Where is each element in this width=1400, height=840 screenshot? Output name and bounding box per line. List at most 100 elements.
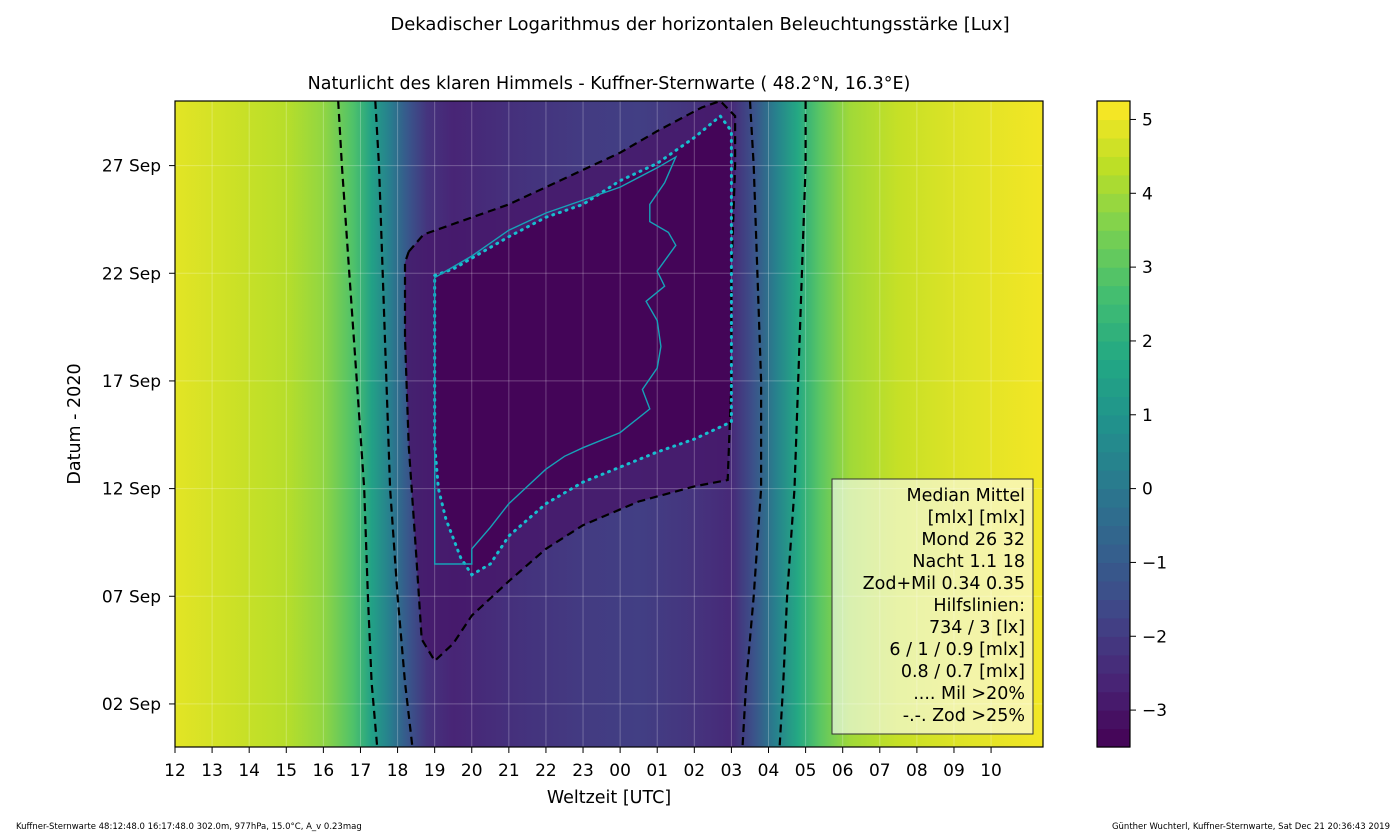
- legend-line: Mond 26 32: [921, 530, 1025, 550]
- legend-line: .... Mil >20%: [913, 684, 1025, 704]
- colorbar-band: [1097, 433, 1130, 453]
- x-tick-label: 13: [201, 761, 223, 781]
- colorbar-tick-label: 1: [1142, 406, 1153, 426]
- x-tick-label: 22: [535, 761, 557, 781]
- contour-line: [741, 101, 763, 747]
- colorbar-band: [1097, 230, 1130, 250]
- contour-line: [337, 101, 379, 747]
- colorbar-band: [1097, 322, 1130, 342]
- x-tick-label: 21: [498, 761, 520, 781]
- colorbar-band: [1097, 636, 1130, 656]
- y-tick-label: 22 Sep: [102, 264, 161, 284]
- colorbar-band: [1097, 470, 1130, 490]
- darkest-region: [434, 116, 732, 575]
- figure-suptitle: Dekadischer Logarithmus der horizontalen…: [390, 14, 1010, 35]
- x-tick-label: 06: [832, 761, 854, 781]
- y-tick-label: 17 Sep: [102, 372, 161, 392]
- y-tick-label: 07 Sep: [102, 587, 161, 607]
- colorbar-tick-label: −2: [1142, 627, 1167, 647]
- x-tick-label: 16: [313, 761, 335, 781]
- x-tick-label: 18: [387, 761, 409, 781]
- footer-author-info: Günther Wuchterl, Kuffner-Sternwarte, Sa…: [1111, 822, 1390, 832]
- colorbar-band: [1097, 174, 1130, 194]
- colorbar-band: [1097, 359, 1130, 379]
- colorbar-band: [1097, 137, 1130, 157]
- contour-line: [433, 113, 733, 577]
- colorbar-band: [1097, 451, 1130, 471]
- legend-line: Hilfslinien:: [933, 596, 1025, 616]
- legend-line: -.-. Zod >25%: [903, 706, 1025, 726]
- colorbar-band: [1097, 507, 1130, 527]
- colorbar-band: [1097, 340, 1130, 360]
- colorbar-band: [1097, 654, 1130, 674]
- colorbar-tick-label: 0: [1142, 480, 1153, 500]
- x-tick-label: 08: [906, 761, 928, 781]
- y-axis-label: Datum - 2020: [65, 363, 85, 484]
- x-tick-label: 05: [795, 761, 817, 781]
- colorbar-band: [1097, 193, 1130, 213]
- colorbar-tick-label: 5: [1142, 110, 1153, 130]
- y-axis: 02 Sep 07 Sep 12 Sep 17 Sep 22 Sep 27 Sep: [102, 157, 175, 715]
- x-tick-label: 09: [943, 761, 965, 781]
- colorbar-band: [1097, 599, 1130, 619]
- contour-line: [403, 101, 737, 663]
- x-tick-label: 15: [275, 761, 297, 781]
- colorbar-band: [1097, 211, 1130, 231]
- colorbar-band: [1097, 488, 1130, 508]
- colorbar-band: [1097, 691, 1130, 711]
- colorbar-frame: [1096, 100, 1131, 748]
- colorbar-tick-label: 4: [1142, 184, 1153, 204]
- legend-line: 0.8 / 0.7 [mlx]: [901, 662, 1025, 682]
- colorbar-band: [1097, 543, 1130, 564]
- colorbar-band: [1097, 673, 1130, 693]
- contour-line: [778, 101, 807, 747]
- x-tick-label: 02: [683, 761, 705, 781]
- colorbar-band: [1097, 396, 1130, 416]
- x-tick-label: 07: [869, 761, 891, 781]
- colorbar-band: [1097, 248, 1130, 268]
- y-tick-label: 27 Sep: [102, 157, 161, 177]
- x-tick-label: 10: [980, 761, 1002, 781]
- x-tick-label: 23: [572, 761, 594, 781]
- x-tick-label: 03: [721, 761, 743, 781]
- colorbar-band: [1097, 304, 1130, 324]
- colorbar-band: [1097, 617, 1130, 637]
- legend-line: Zod+Mil 0.34 0.35: [863, 574, 1025, 594]
- contour-lines: [337, 101, 807, 747]
- x-axis: 12 13 14 15 16 17 18 19 20 21 22 23 00 01 02 03 04 05 06 07…: [164, 747, 1002, 781]
- plot-title: Naturlicht des klaren Himmels - Kuffner-…: [308, 74, 911, 94]
- colorbar: 5 4 3 2 1 0 −1 −2 −3: [1096, 100, 1167, 748]
- x-tick-label: 20: [461, 761, 483, 781]
- x-tick-label: 17: [350, 761, 372, 781]
- colorbar-band: [1097, 119, 1130, 139]
- x-tick-label: 04: [758, 761, 780, 781]
- x-tick-label: 12: [164, 761, 186, 781]
- x-tick-label: 19: [424, 761, 446, 781]
- colorbar-band: [1097, 101, 1130, 121]
- colorbar-band: [1097, 267, 1130, 287]
- plot-frame: [174, 100, 1044, 748]
- colorbar-band: [1097, 728, 1130, 748]
- colorbar-band: [1097, 562, 1130, 582]
- legend-box: Median Mittel[mlx] [mlx]Mond 26 32Nacht …: [831, 478, 1034, 735]
- colorbar-tick-label: −1: [1142, 553, 1167, 573]
- colorbar-band: [1097, 525, 1130, 545]
- colorbar-tick-label: 2: [1142, 332, 1153, 352]
- colorbar-band: [1097, 580, 1130, 600]
- legend-line: 734 / 3 [lx]: [929, 618, 1025, 638]
- legend-line: Nacht 1.1 18: [912, 552, 1025, 572]
- colorbar-band: [1097, 377, 1130, 397]
- legend-line: 6 / 1 / 0.9 [mlx]: [889, 640, 1025, 660]
- colorbar-band: [1097, 414, 1130, 434]
- x-axis-label: Weltzeit [UTC]: [547, 788, 671, 808]
- contour-line: [434, 155, 678, 565]
- x-tick-label: 14: [238, 761, 260, 781]
- x-tick-label: 00: [609, 761, 631, 781]
- colorbar-tick-label: 3: [1142, 258, 1153, 278]
- colorbar-band: [1097, 710, 1130, 730]
- x-tick-label: 01: [646, 761, 668, 781]
- colorbar-band: [1097, 285, 1130, 305]
- y-tick-label: 12 Sep: [102, 480, 161, 500]
- colorbar-tick-label: −3: [1142, 701, 1167, 721]
